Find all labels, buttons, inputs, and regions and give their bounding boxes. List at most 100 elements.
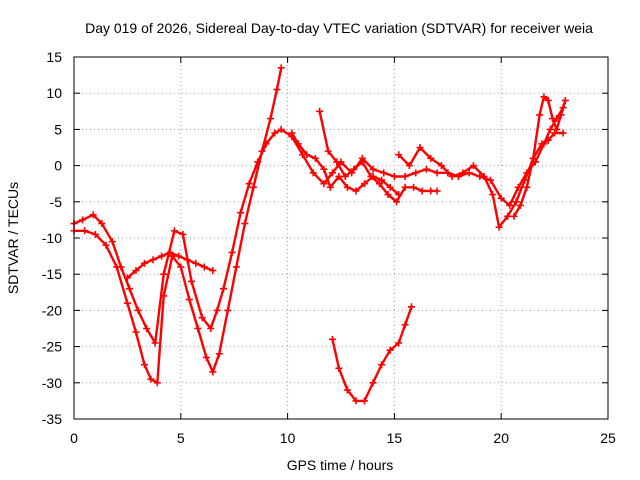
data-point-marker — [328, 169, 336, 177]
data-point-marker — [412, 169, 420, 177]
data-point-marker — [140, 259, 148, 267]
data-point-marker — [352, 397, 360, 405]
data-point-marker — [224, 306, 232, 314]
data-point-marker — [98, 220, 106, 228]
data-point-marker — [185, 296, 193, 304]
y-tick-label: 15 — [46, 49, 62, 65]
data-point-marker — [320, 180, 328, 188]
data-point-marker — [91, 230, 99, 238]
data-point-marker — [267, 115, 275, 123]
tick-layer: 0 5 10 15 20 25 -35 -30 -25 -20 -15 -10 -5 0 5 10 15 — [42, 49, 616, 446]
data-point-marker — [401, 172, 409, 180]
data-point-marker — [303, 151, 311, 159]
data-point-marker — [140, 361, 148, 369]
data-point-marker — [495, 223, 503, 231]
data-point-marker — [395, 191, 403, 199]
data-point-marker — [147, 375, 155, 383]
data-point-marker — [433, 187, 441, 195]
data-point-marker — [395, 151, 403, 159]
data-point-marker — [465, 169, 473, 177]
data-point-marker — [134, 306, 142, 314]
data-point-marker — [553, 125, 561, 133]
data-point-marker — [192, 259, 200, 267]
data-point-marker — [311, 154, 319, 162]
data-point-marker — [536, 111, 544, 119]
x-tick-label: 10 — [280, 430, 296, 446]
chart-title: Day 019 of 2026, Sidereal Day-to-day VTE… — [85, 20, 593, 36]
data-point-marker — [360, 180, 368, 188]
data-point-marker — [352, 187, 360, 195]
data-point-marker — [369, 379, 377, 387]
data-point-marker — [416, 144, 424, 151]
data-point-marker — [166, 248, 174, 256]
data-point-marker — [369, 172, 377, 180]
data-point-marker — [258, 147, 266, 155]
data-point-marker — [271, 129, 279, 137]
data-point-marker — [360, 397, 368, 405]
data-point-marker — [177, 263, 185, 271]
data-point-marker — [320, 165, 328, 173]
data-point-marker — [328, 335, 336, 343]
data-point-marker — [393, 198, 401, 206]
series-trace — [72, 66, 283, 384]
data-point-marker — [151, 339, 159, 347]
series-trace — [72, 106, 565, 345]
data-point-marker — [108, 238, 116, 246]
data-point-marker — [407, 303, 415, 311]
y-tick-label: 10 — [46, 85, 62, 101]
data-point-marker — [232, 263, 240, 271]
data-point-marker — [170, 227, 178, 235]
data-point-marker — [540, 93, 548, 101]
data-point-marker — [326, 183, 334, 191]
data-point-marker — [149, 256, 157, 264]
data-point-marker — [384, 191, 392, 199]
series-track-d — [328, 303, 415, 405]
data-point-marker — [559, 129, 567, 137]
data-point-marker — [378, 176, 386, 184]
data-point-marker — [158, 252, 166, 260]
data-point-marker — [561, 96, 569, 104]
data-point-marker — [241, 220, 249, 228]
data-point-marker — [358, 158, 366, 166]
data-point-marker — [504, 212, 512, 220]
data-point-marker — [126, 285, 134, 293]
data-point-marker — [249, 183, 257, 191]
data-point-marker — [89, 211, 97, 219]
data-point-marker — [207, 325, 215, 332]
data-point-marker — [123, 274, 131, 282]
y-tick-label: -30 — [42, 375, 62, 391]
data-point-marker — [153, 379, 161, 387]
data-point-marker — [194, 325, 202, 332]
data-point-marker — [343, 386, 351, 394]
data-point-marker — [551, 129, 559, 137]
data-point-marker — [544, 136, 552, 144]
data-point-marker — [433, 169, 441, 177]
data-point-marker — [448, 172, 456, 180]
data-point-marker — [459, 169, 467, 177]
data-point-marker — [143, 325, 151, 332]
data-point-marker — [324, 147, 332, 155]
series-track-a — [70, 104, 567, 347]
data-point-marker — [175, 252, 183, 260]
series-track-h — [510, 93, 569, 220]
data-point-marker — [437, 162, 445, 170]
data-point-marker — [546, 125, 554, 133]
series-layer — [70, 64, 569, 405]
data-point-marker — [209, 368, 217, 376]
series-track-f — [395, 129, 567, 231]
data-point-marker — [277, 125, 285, 133]
y-tick-label: -35 — [42, 411, 62, 427]
y-tick-label: -25 — [42, 339, 62, 355]
y-tick-label: -5 — [50, 194, 63, 210]
series-track-c — [123, 248, 217, 282]
data-point-marker — [516, 201, 524, 209]
series-track-e — [316, 107, 441, 206]
data-point-marker — [333, 158, 341, 166]
data-point-marker — [294, 140, 302, 148]
data-point-marker — [506, 201, 514, 209]
x-tick-label: 5 — [177, 430, 185, 446]
data-point-marker — [316, 107, 324, 115]
data-point-marker — [427, 154, 435, 162]
data-point-marker — [202, 353, 210, 361]
x-tick-label: 25 — [600, 430, 616, 446]
